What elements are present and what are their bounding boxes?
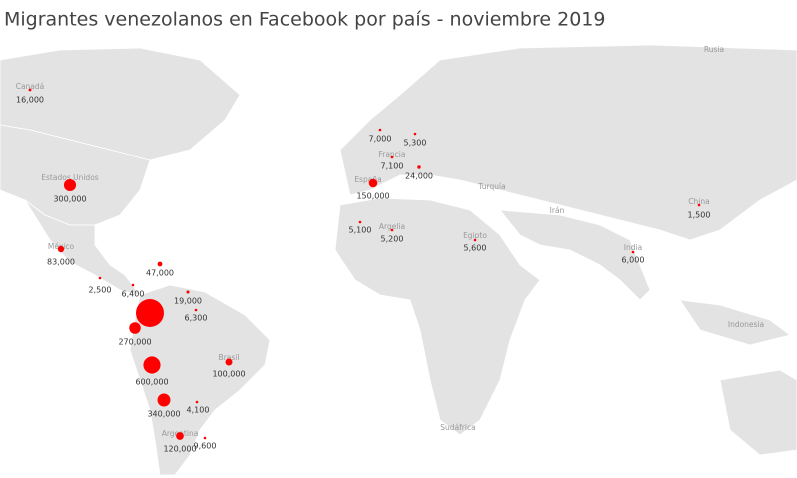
country-label: Egipto [463,231,487,240]
place-label: Indonesia [728,320,764,329]
value-label: 83,000 [47,258,75,267]
land-central-america [24,199,141,296]
value-label: 120,000 [163,445,196,454]
bubble [28,88,32,92]
value-label: 6,000 [622,256,645,265]
place-label: Sudáfrica [440,423,475,432]
value-label: 1,500 [688,211,711,220]
value-label: 24,000 [405,172,433,181]
bubble [195,400,199,404]
country-label: Brasil [219,353,240,362]
value-label: 5,200 [381,235,404,244]
bubble [176,432,184,440]
land-eurasia [339,44,797,241]
bubble [473,238,477,242]
land-australia [719,369,797,456]
value-label: 9,600 [194,442,217,451]
bubble [157,393,171,407]
place-label: Turquía [477,182,505,191]
value-label: 5,100 [349,226,372,235]
value-label: 5,300 [404,139,427,148]
value-label: 4,100 [187,406,210,415]
bubble [136,299,164,327]
land-middle-east-india [499,209,651,301]
bubble [203,436,207,440]
bubble [358,220,362,224]
bubble [98,276,102,280]
value-label: 2,500 [89,286,112,295]
country-label: China [688,197,709,206]
value-label: 600,000 [135,378,168,387]
value-label: 150,000 [356,192,389,201]
bubble [129,322,141,334]
place-label: Rusia [704,45,724,54]
landmasses [0,44,797,476]
land-usa [0,124,151,226]
value-label: 16,000 [16,96,44,105]
value-label: 6,400 [122,290,145,299]
bubble [225,358,233,366]
bubble [57,245,65,253]
value-label: 6,300 [185,314,208,323]
value-label: 19,000 [174,297,202,306]
country-label: España [354,175,381,184]
bubble [631,250,635,254]
country-label: Francia [378,150,405,159]
chart-title: Migrantes venezolanos en Facebook por pa… [4,9,605,31]
value-label: 7,000 [369,135,392,144]
value-label: 100,000 [212,370,245,379]
value-label: 7,100 [381,162,404,171]
land-south-america [129,284,271,476]
bubble [157,261,163,267]
country-label: Argelia [379,222,405,231]
bubble [378,128,382,132]
country-label: Estados Unidos [41,173,98,182]
bubble [390,228,394,232]
value-label: 5,600 [464,244,487,253]
bubble [413,132,417,136]
place-label: Irán [550,206,565,215]
value-label: 270,000 [118,338,151,347]
bubble [390,155,394,159]
value-label: 300,000 [53,195,86,204]
country-label: Canadá [16,82,45,91]
bubble [697,203,701,207]
bubble [143,356,161,374]
bubble [63,178,77,192]
bubble [131,283,135,287]
land-indonesia [679,299,791,346]
bubble [417,165,421,169]
bubble [194,308,198,312]
value-label: 47,000 [146,269,174,278]
bubble [368,178,378,188]
land-africa [334,197,541,436]
country-label: India [624,243,642,252]
value-label: 340,000 [147,410,180,419]
bubble [186,290,190,294]
